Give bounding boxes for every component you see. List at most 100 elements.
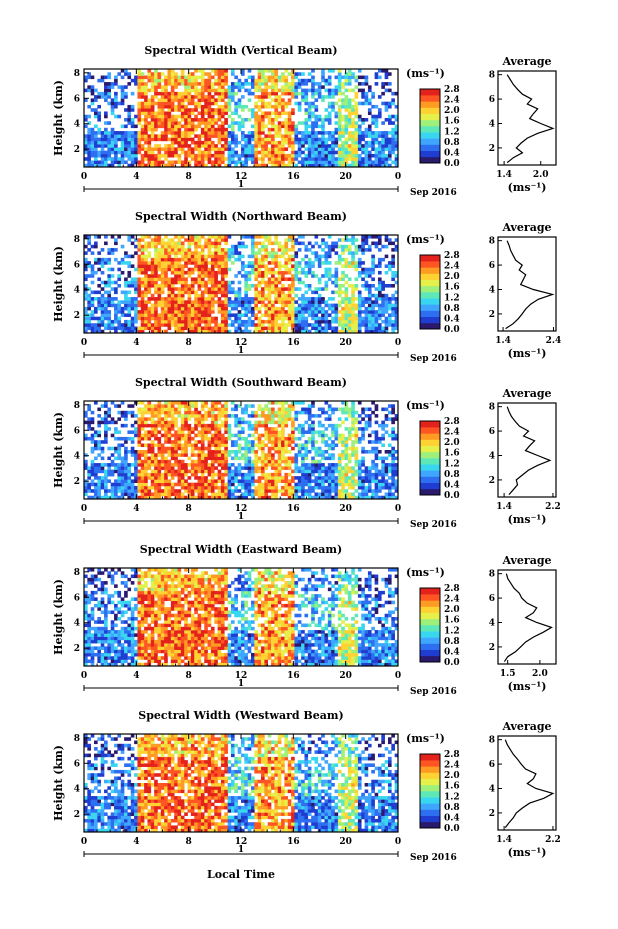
heatmap-cell [271,248,275,252]
heatmap-cell [224,147,228,151]
heatmap-cell [94,241,98,246]
heatmap-cell [224,303,228,308]
heatmap-cell [177,293,182,298]
heatmap-cell [134,427,138,431]
heatmap-cell [104,137,108,142]
heatmap-cell [394,270,399,275]
heatmap-cell [277,127,282,132]
heatmap-cell [144,492,148,497]
heatmap-cell [304,297,309,301]
heatmap-cell [361,121,365,125]
heatmap-cell [184,316,188,321]
heatmap-cell [164,492,168,497]
heatmap-cell [110,417,115,421]
heatmap-cell [301,160,305,165]
heatmap-cell [361,137,365,142]
heatmap-cell [204,456,208,461]
heatmap-cell [144,472,148,477]
heatmap-cell [170,98,175,102]
heatmap-cell [197,121,202,125]
heatmap-cell [337,137,342,142]
heatmap-cell [87,248,91,252]
heatmap-cell [137,144,142,148]
heatmap-cell [214,472,218,477]
heatmap-cell [301,297,305,301]
heatmap-cell [94,430,98,434]
heatmap-cell [371,104,375,109]
heatmap-cell [261,124,265,129]
heatmap-cell [97,140,101,145]
heatmap-cell [164,306,168,311]
heatmap-cell [110,82,115,86]
heatmap-cell [247,91,252,96]
heatmap-cell [184,140,188,145]
heatmap-cell [167,257,172,262]
heatmap-cell [177,257,182,262]
heatmap-cell [134,466,138,470]
heatmap-cell [354,267,359,272]
heatmap-cell [167,463,172,467]
heatmap-cell [257,280,262,285]
heatmap-cell [257,274,262,278]
heatmap-cell [167,91,172,96]
heatmap-cell [204,121,208,125]
heatmap-cell [244,264,248,268]
heatmap-cell [301,121,305,125]
heatmap-cell [387,118,392,122]
heatmap-cell [117,277,122,282]
heatmap-cell [291,306,295,311]
heatmap-cell [120,140,125,145]
heatmap-cell [174,300,178,304]
heatmap-cell [281,72,285,76]
heatmap-cell [184,313,188,317]
heatmap-cell [364,75,369,80]
heatmap-cell [117,274,122,278]
heatmap-cell [100,417,105,421]
heatmap-cell [107,277,112,282]
heatmap-cell [180,248,185,252]
heatmap-cell [341,124,345,129]
heatmap-cell [190,118,195,122]
heatmap-cell [391,121,395,125]
heatmap-cell [180,108,185,112]
heatmap-cell [281,134,285,138]
heatmap-cell [287,121,292,125]
heatmap-cell [264,274,269,278]
heatmap-cell [147,72,152,76]
heatmap-cell [331,160,335,165]
heatmap-cell [147,423,152,428]
heatmap-cell [94,144,98,148]
heatmap-cell [154,257,158,262]
heatmap-cell [207,466,212,470]
heatmap-cell [160,310,165,314]
heatmap-cell [117,85,122,89]
heatmap-cell [120,290,125,295]
average-y-tick-label: 2 [489,144,495,154]
heatmap-cell [104,323,108,327]
heatmap-cell [124,313,128,317]
heatmap-cell [197,254,202,259]
heatmap-cell [367,300,372,304]
heatmap-cell [154,472,158,477]
heatmap-cell [317,323,322,327]
heatmap-cell [254,140,258,145]
heatmap-cell [230,134,235,138]
heatmap-cell [391,98,395,102]
heatmap-cell [114,114,118,119]
heatmap-cell [321,274,325,278]
heatmap-cell [234,137,238,142]
heatmap-cell [180,319,185,324]
heatmap-cell [344,140,349,145]
heatmap-cell [251,144,255,148]
heatmap-cell [204,270,208,275]
heatmap-cell [351,121,355,125]
heatmap-cell [154,85,158,89]
heatmap-cell [120,101,125,106]
heatmap-cell [164,244,168,249]
heatmap-cell [177,274,182,278]
heatmap-cell [264,111,269,116]
heatmap-cell [210,293,215,298]
heatmap-cell [97,153,101,158]
heatmap-cell [174,469,178,474]
heatmap-cell [170,121,175,125]
